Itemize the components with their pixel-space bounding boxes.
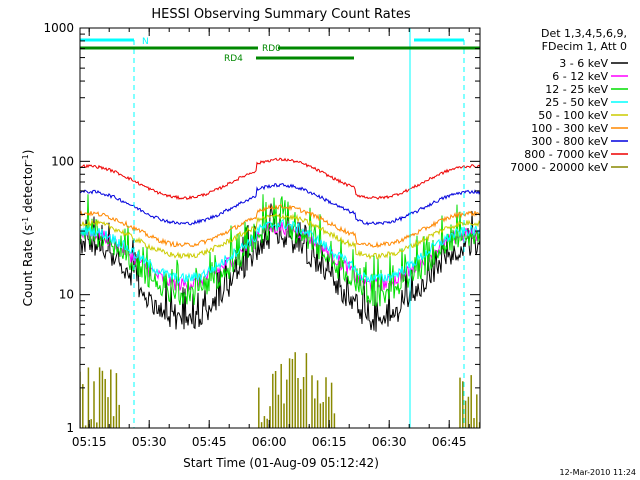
- night-flag-label: N: [142, 37, 149, 47]
- x-tick-label: 06:30: [372, 435, 407, 449]
- x-tick-label: 05:15: [72, 435, 107, 449]
- rd0-label-bg: [258, 44, 278, 53]
- series-line: [80, 213, 480, 260]
- legend-label: 12 - 25 keV: [545, 83, 608, 96]
- series-line: [80, 157, 480, 201]
- series-line: [80, 182, 480, 226]
- x-axis-label: Start Time (01-Aug-09 05:12:42): [183, 456, 379, 470]
- y-axis-label: Count Rate (s-1 detector-1): [21, 150, 36, 307]
- chart-title: HESSI Observing Summary Count Rates: [151, 7, 410, 22]
- y-tick-label: 100: [51, 154, 74, 168]
- legend-label: 100 - 300 keV: [531, 122, 608, 135]
- flag-layer: N RD0 RD4: [79, 28, 480, 428]
- legend-label: 300 - 800 keV: [531, 135, 608, 148]
- legend: Det 1,3,4,5,6,9, FDecim 1, Att 0 3 - 6 k…: [510, 27, 628, 174]
- axis-ticks: 05:15 05:30 05:45 06:00 06:15 06:30 06:45 1 10 10…: [43, 21, 480, 449]
- rd0-flag-label: RD0: [262, 44, 281, 54]
- legend-label: 6 - 12 keV: [552, 70, 608, 83]
- x-tick-label: 06:45: [432, 435, 467, 449]
- y-tick-label: 1000: [43, 21, 74, 35]
- series-layer: [80, 157, 480, 428]
- legend-label: 50 - 100 keV: [538, 109, 608, 122]
- plot-area: N RD0 RD4: [79, 28, 480, 428]
- x-tick-label: 06:15: [312, 435, 347, 449]
- x-tick-label: 05:30: [132, 435, 167, 449]
- legend-label: 800 - 7000 keV: [524, 148, 608, 161]
- plot-frame: [79, 27, 481, 429]
- series-line: [80, 203, 480, 249]
- y-tick-label: 10: [59, 288, 74, 302]
- x-tick-label: 05:45: [192, 435, 227, 449]
- y-tick-label: 1: [66, 421, 74, 435]
- footer-date: 12-Mar-2010 11:24: [560, 468, 637, 477]
- rd4-flag-label: RD4: [224, 54, 243, 64]
- legend-header-line-2: FDecim 1, Att 0: [542, 40, 627, 53]
- series-line: [80, 218, 480, 285]
- legend-label: 3 - 6 keV: [559, 57, 608, 70]
- legend-label: 25 - 50 keV: [545, 96, 608, 109]
- legend-label: 7000 - 20000 keV: [510, 161, 608, 174]
- legend-header-line-1: Det 1,3,4,5,6,9,: [541, 27, 627, 40]
- x-tick-label: 06:00: [252, 435, 287, 449]
